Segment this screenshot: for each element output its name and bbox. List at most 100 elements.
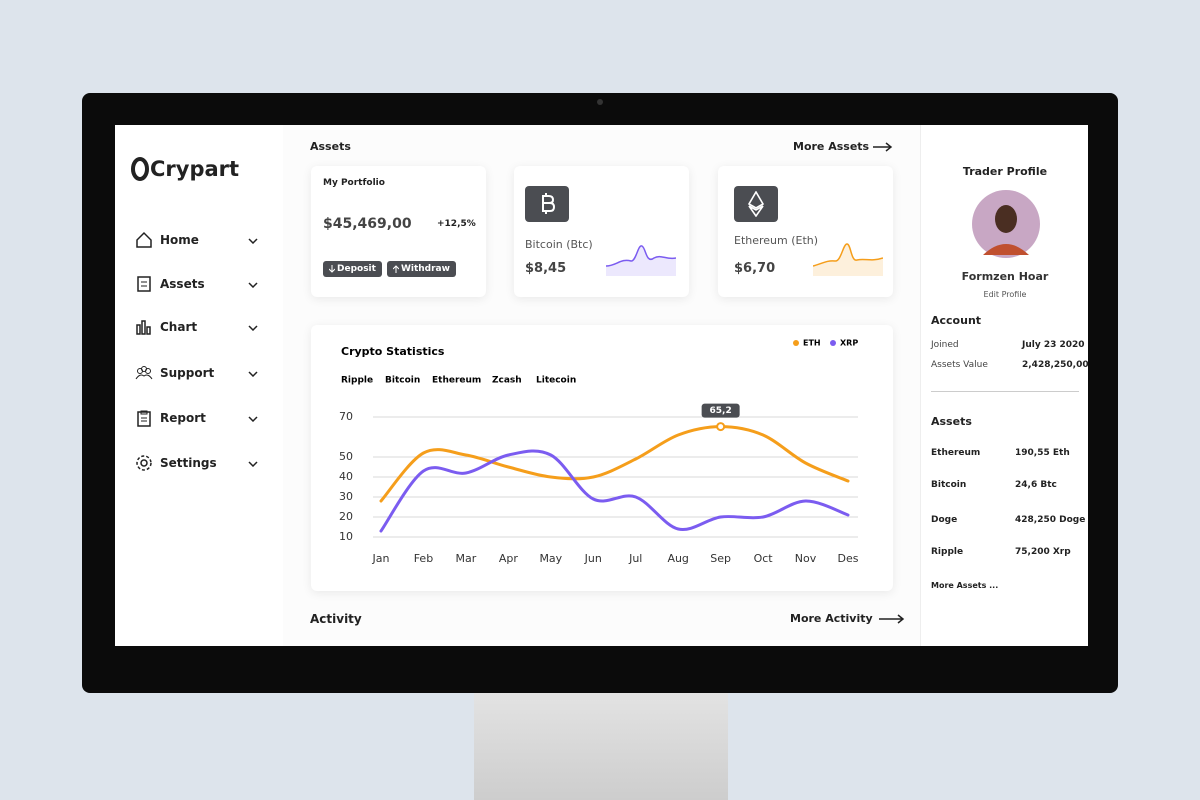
arrow <box>873 141 893 152</box>
tooltip-label: 65,2 <box>710 406 732 416</box>
y-tick-label: 40 <box>339 470 353 483</box>
actions: Deposit Withdraw <box>323 261 456 277</box>
x-tick-label: Jan <box>372 552 390 565</box>
coin-card: Bitcoin (Btc) $8,45 <box>514 166 689 297</box>
series-line <box>379 449 850 533</box>
nav-icon <box>137 410 151 427</box>
row-label: Ripple <box>931 547 964 557</box>
nav-label: Report <box>160 411 206 425</box>
chevron <box>248 411 265 425</box>
coin-icon <box>525 186 569 222</box>
x-tick-label: Apr <box>499 552 519 565</box>
legend-label: XRP <box>840 339 858 348</box>
button-label[interactable]: Deposit <box>337 264 376 274</box>
nav-item[interactable]: Home <box>135 231 265 249</box>
divider <box>931 391 1079 392</box>
x-tick-label: Jun <box>584 552 602 565</box>
coin-price: $6,70 <box>734 261 776 276</box>
nav-item[interactable]: Assets <box>135 275 265 293</box>
screen: Crypart Home Assets Chart Support Report Sett… <box>115 125 1088 646</box>
row-value: 190,55 Eth <box>1015 448 1070 458</box>
arrow <box>878 613 904 624</box>
avatar[interactable] <box>971 189 1041 259</box>
brand: Crypart <box>130 157 239 181</box>
chart: Crypto Statistics Ripple Bitcoin Ethereum Z… <box>339 339 859 566</box>
chart-tab[interactable]: Bitcoin <box>385 376 420 386</box>
main: Assets More Assets My Portfolio $45,469,… <box>283 125 920 646</box>
y-tick-label: 30 <box>339 490 353 503</box>
brand-name: Crypart <box>150 157 240 181</box>
nav-label: Settings <box>160 456 217 470</box>
chevron <box>248 456 265 470</box>
link-text[interactable]: More Assets <box>793 140 870 153</box>
logo <box>131 157 149 181</box>
x-tick-label: Nov <box>795 552 817 565</box>
more-holdings[interactable]: More Assets ... <box>931 581 999 590</box>
portfolio-change: +12,5% <box>437 219 476 229</box>
coin-icon <box>734 186 778 222</box>
nav-icon <box>136 320 151 335</box>
x-tick-label: Aug <box>667 552 688 565</box>
x-tick-label: Des <box>838 552 859 565</box>
coin-name: Bitcoin (Btc) <box>525 238 593 251</box>
coin-price: $8,45 <box>525 261 567 276</box>
edit-profile[interactable]: Edit Profile <box>983 290 1027 299</box>
chart-tab[interactable]: Litecoin <box>536 376 576 386</box>
icon <box>392 265 399 273</box>
monitor-stand <box>474 688 728 800</box>
panel-title: Trader Profile <box>962 165 1048 178</box>
icon <box>329 265 335 273</box>
camera <box>597 99 603 105</box>
nav-item[interactable]: Chart <box>135 318 265 336</box>
bitcoin-icon <box>542 193 556 214</box>
withdraw-button[interactable]: Withdraw <box>386 261 456 277</box>
tooltip-box <box>701 403 740 418</box>
row-value: 24,6 Btc <box>1015 480 1057 490</box>
chevron <box>248 366 265 380</box>
nav-label: Assets <box>160 277 205 291</box>
nav-label: Home <box>160 233 199 247</box>
chevron <box>248 233 265 247</box>
x-tick-label: Feb <box>414 552 433 565</box>
nav-item[interactable]: Report <box>135 409 265 427</box>
ethereum-icon <box>747 191 765 217</box>
chart-title: Crypto Statistics <box>341 345 445 358</box>
nav-item[interactable]: Support <box>135 364 265 382</box>
coin-card: Ethereum (Eth) $6,70 <box>718 166 893 297</box>
chart-tab[interactable]: Ethereum <box>432 376 481 386</box>
portfolio-card: My Portfolio $45,469,00 +12,5% Deposit W… <box>311 166 486 297</box>
nav-icon <box>136 455 152 471</box>
row-label: Joined <box>931 340 959 350</box>
y-tick-label: 10 <box>339 530 353 543</box>
row-label: Bitcoin <box>931 480 967 490</box>
point-marker <box>716 422 726 432</box>
chevron <box>248 277 265 291</box>
more-assets[interactable]: More Assets <box>793 140 893 153</box>
row-label: Ethereum <box>931 448 981 458</box>
nav-icon <box>137 276 151 292</box>
legend-label: ETH <box>803 339 821 348</box>
y-tick-label: 50 <box>339 450 353 463</box>
chart-tab[interactable]: Zcash <box>492 376 522 386</box>
nav-item[interactable]: Settings <box>135 454 265 472</box>
link-text[interactable]: More Activity <box>790 612 873 625</box>
series-line <box>379 425 850 503</box>
nav-label: Support <box>160 366 215 380</box>
row-value: 2,428,250,00 <box>1022 360 1088 370</box>
x-tick-label: Mar <box>456 552 477 565</box>
chart-tab[interactable]: Ripple <box>341 376 373 386</box>
x-tick-label: Oct <box>754 552 774 565</box>
x-tick-label: Sep <box>710 552 731 565</box>
x-tick-label: May <box>539 552 562 565</box>
sparkline <box>606 245 676 276</box>
chevron <box>248 320 265 334</box>
row-value: July 23 2020 <box>1022 340 1085 350</box>
more-activity[interactable]: More Activity <box>790 612 905 625</box>
row-value: 75,200 Xrp <box>1015 547 1071 557</box>
y-tick-label: 70 <box>339 410 353 423</box>
trader-name: Formzen Hoar <box>961 270 1049 283</box>
deposit-button[interactable]: Deposit <box>323 261 382 277</box>
section-title: Assets <box>310 140 351 153</box>
button-label[interactable]: Withdraw <box>400 264 450 274</box>
